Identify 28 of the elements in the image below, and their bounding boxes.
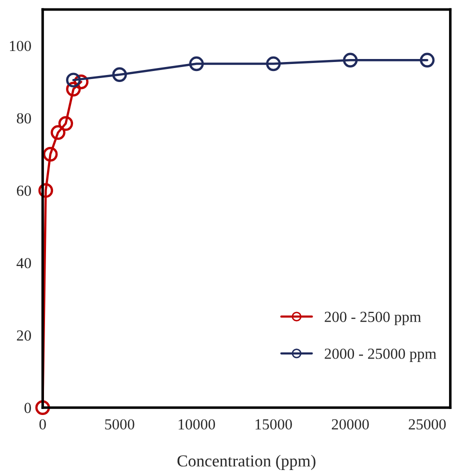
x-tick-label: 20000 [332,419,369,430]
y-tick-label: 0 [24,402,31,414]
y-tick-label: 100 [10,40,31,52]
point [66,82,81,96]
point [66,72,81,88]
y-tick-label: 80 [16,113,31,124]
y-tick-label: 20 [16,330,31,341]
point [35,400,50,415]
point [112,67,127,82]
point [74,74,88,90]
x-tick-label: 10000 [178,419,215,430]
point [58,116,74,131]
x-tick-label: 5000 [105,419,134,430]
x-tick-label: 15000 [256,419,292,430]
x-tick-label: 25000 [408,419,446,430]
point [38,183,54,198]
point [420,52,435,68]
point [266,56,281,72]
legend-label: 2000 - 25000 ppm [324,348,436,362]
point [342,52,358,68]
point [42,146,58,162]
point [189,56,204,72]
legend-label: 200 - 2500 ppm [324,312,422,326]
y-tick-label: 60 [16,186,31,196]
point [50,125,66,140]
x-axis-title: Concentration (ppm) [178,454,316,470]
y-tick-label: 40 [16,258,31,268]
x-tick-label: 0 [39,419,46,430]
